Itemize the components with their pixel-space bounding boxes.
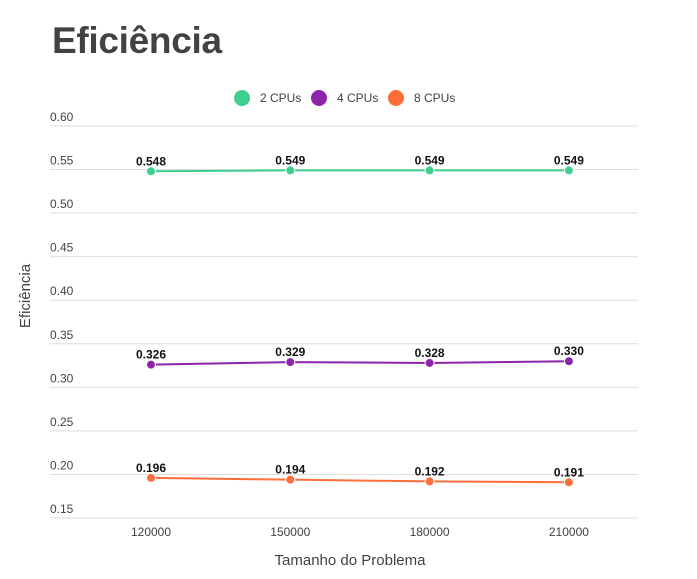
data-point[interactable] — [424, 357, 435, 368]
series-group: 0.548 0.549 0.549 0.549 0.326 0.329 0.328 0.330… — [136, 153, 584, 488]
y-axis-title: Eficiência — [17, 263, 34, 328]
x-tick-label: 180000 — [410, 525, 450, 539]
data-label: 0.548 — [136, 154, 166, 168]
data-point[interactable] — [285, 165, 296, 176]
legend: 2 CPUs 4 CPUs 8 CPUs — [234, 90, 455, 106]
legend-label: 2 CPUs — [260, 91, 301, 105]
series-line — [150, 169, 569, 173]
series-8-cpus: 0.196 0.194 0.192 0.191 — [136, 461, 584, 488]
legend-marker — [311, 90, 327, 106]
data-point[interactable] — [563, 356, 574, 367]
data-label: 0.549 — [275, 153, 305, 167]
series-2-cpus: 0.548 0.549 0.549 0.549 — [136, 153, 584, 177]
x-tick-label: 150000 — [270, 525, 310, 539]
y-tick-label: 0.60 — [50, 110, 74, 124]
x-axis-title: Tamanho do Problema — [275, 552, 427, 569]
data-point[interactable] — [285, 474, 296, 485]
y-tick-label: 0.25 — [50, 415, 74, 429]
y-tick-label: 0.15 — [50, 502, 74, 516]
data-label: 0.549 — [415, 153, 445, 167]
y-tick-label: 0.40 — [50, 284, 74, 298]
data-label: 0.196 — [136, 461, 166, 475]
data-label: 0.329 — [275, 345, 305, 359]
x-tick-label: 120000 — [131, 525, 171, 539]
y-tick-label: 0.35 — [50, 328, 74, 342]
data-point[interactable] — [285, 357, 296, 368]
y-tick-label: 0.45 — [50, 241, 74, 255]
data-label: 0.192 — [415, 464, 445, 478]
x-tick-label: 210000 — [549, 525, 589, 539]
data-point[interactable] — [146, 166, 156, 177]
legend-item[interactable]: 4 CPUs — [311, 90, 378, 106]
chart-title: Eficiência — [52, 20, 222, 61]
series-4-cpus: 0.326 0.329 0.328 0.330 — [136, 344, 584, 370]
data-label: 0.330 — [554, 344, 584, 358]
gridlines — [50, 125, 638, 519]
y-tick-label: 0.20 — [50, 458, 74, 472]
legend-item[interactable]: 2 CPUs — [234, 90, 301, 106]
legend-label: 8 CPUs — [414, 91, 455, 105]
data-point[interactable] — [424, 476, 435, 487]
data-label: 0.194 — [275, 463, 305, 477]
data-point[interactable] — [563, 477, 574, 488]
data-label: 0.328 — [415, 346, 445, 360]
data-point[interactable] — [146, 472, 156, 483]
series-line — [150, 360, 569, 366]
x-axis-ticks: 120000 150000 180000 210000 — [131, 525, 589, 539]
legend-marker — [388, 90, 404, 106]
data-label: 0.549 — [554, 153, 584, 167]
y-tick-label: 0.30 — [50, 371, 74, 385]
y-tick-label: 0.55 — [50, 154, 74, 168]
data-point[interactable] — [563, 165, 574, 176]
legend-label: 4 CPUs — [337, 91, 378, 105]
y-axis-ticks: 0.15 0.20 0.25 0.30 0.35 0.40 0.45 0.50 0.55 0.60 — [50, 110, 74, 516]
data-label: 0.326 — [136, 348, 166, 362]
series-line — [150, 476, 569, 484]
legend-marker — [234, 90, 250, 106]
data-point[interactable] — [424, 165, 435, 176]
data-point[interactable] — [146, 359, 156, 370]
y-tick-label: 0.50 — [50, 197, 74, 211]
data-label: 0.191 — [554, 465, 584, 479]
legend-item[interactable]: 8 CPUs — [388, 90, 455, 106]
